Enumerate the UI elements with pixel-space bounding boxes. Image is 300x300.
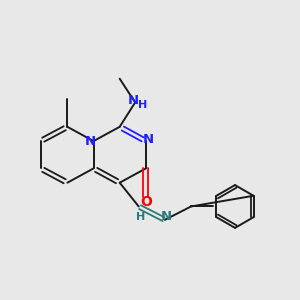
Text: N: N (143, 133, 154, 146)
Text: O: O (140, 195, 152, 209)
Text: H: H (136, 212, 145, 222)
Text: H: H (138, 100, 147, 110)
Text: N: N (128, 94, 139, 107)
Text: N: N (161, 210, 172, 224)
Text: N: N (85, 135, 96, 148)
